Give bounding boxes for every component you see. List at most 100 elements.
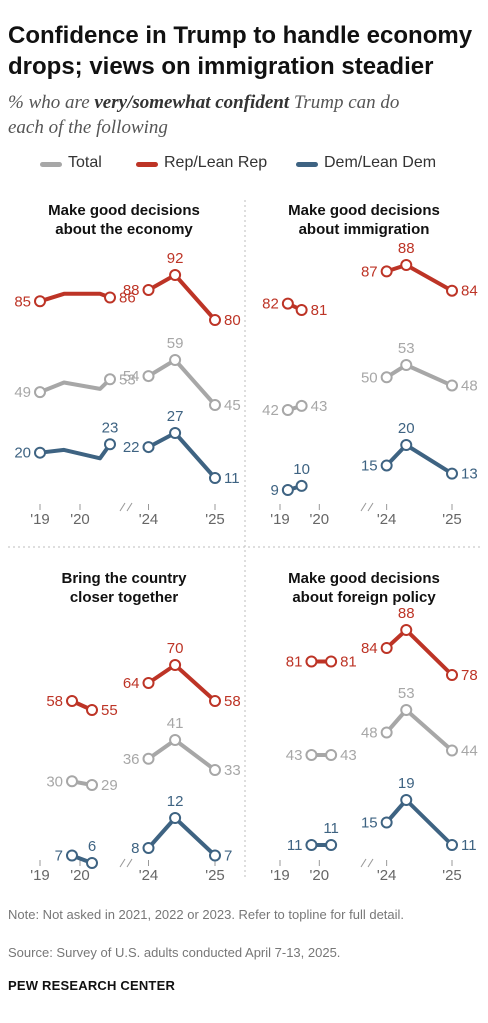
rep-point	[34, 295, 46, 308]
total-point	[142, 752, 155, 765]
title-line-2: drops; views on immigration steadier	[8, 53, 434, 80]
rep-point	[142, 677, 155, 689]
total-point	[169, 354, 182, 366]
panel-4: Make good decisions about foreign policy '…	[270, 570, 477, 884]
axis-break-mark	[360, 502, 367, 512]
rep-point	[446, 284, 458, 297]
total-data-label: 43	[286, 747, 303, 764]
x-tick-label: '20	[70, 511, 90, 528]
legend-label-rep: Rep/Lean Rep	[164, 154, 268, 171]
title-line-1: Confidence in Trump to handle economy	[8, 22, 473, 49]
dem-data-label: 11	[461, 837, 477, 854]
total-line	[384, 363, 454, 388]
rep-line	[38, 291, 112, 304]
panel-title: Make good decisions about the economy	[48, 202, 200, 238]
total-point	[209, 764, 221, 776]
rep-data-label: 58	[224, 693, 241, 710]
dem-data-label: 11	[224, 470, 240, 487]
dem-data-label: 23	[102, 419, 119, 436]
total-data-label: 59	[167, 335, 184, 352]
rep-data-label: 82	[262, 296, 279, 313]
axis-break-mark	[360, 858, 367, 868]
total-data-label: 53	[398, 685, 415, 702]
total-point	[66, 775, 78, 788]
x-tick-label: '24	[377, 867, 397, 884]
dem-point	[142, 441, 155, 454]
panel-title: Bring the country closer together	[61, 570, 187, 606]
dem-point	[209, 849, 221, 862]
panel-title-line: about immigration	[299, 221, 430, 238]
x-tick-label: '19	[30, 511, 50, 528]
rep-data-label: 81	[286, 654, 303, 671]
chart-subtitle: % who are very/somewhat confident Trump …	[8, 90, 484, 140]
rep-point	[209, 314, 221, 326]
legend-label-total: Total	[68, 154, 102, 171]
total-data-label: 29	[101, 777, 118, 794]
dem-point	[66, 849, 78, 862]
rep-point	[169, 269, 182, 281]
dem-data-label: 22	[123, 439, 140, 456]
rep-data-label: 84	[361, 640, 378, 657]
total-point	[86, 779, 98, 791]
total-point	[305, 749, 318, 761]
dem-point	[142, 842, 155, 854]
total-data-label: 48	[361, 725, 378, 742]
dem-line	[384, 798, 454, 847]
total-point	[169, 734, 182, 746]
panel-title-line: closer together	[70, 589, 179, 606]
dem-point	[295, 479, 308, 492]
dem-data-label: 19	[398, 775, 415, 792]
total-line	[146, 738, 217, 772]
legend: Total Rep/Lean Rep Dem/Lean Dem	[40, 153, 480, 175]
dem-line	[146, 816, 217, 858]
rep-point	[400, 624, 413, 636]
rep-point	[104, 291, 116, 304]
rep-data-label: 78	[461, 667, 478, 684]
dem-data-label: 20	[14, 445, 31, 462]
x-tick-label: '20	[310, 867, 330, 884]
rep-point	[325, 655, 338, 668]
x-tick-label: '19	[270, 867, 290, 884]
dem-data-label: 10	[293, 461, 310, 478]
panel-title-line: about foreign policy	[292, 589, 436, 606]
dem-point	[380, 459, 393, 472]
dem-data-label: 6	[88, 838, 96, 855]
dem-data-label: 15	[361, 815, 378, 832]
total-point	[325, 749, 338, 761]
dem-point	[305, 839, 318, 851]
dem-point	[104, 438, 116, 451]
total-line	[384, 708, 454, 753]
x-tick-label: '24	[139, 867, 159, 884]
total-line	[38, 377, 112, 395]
panel-title: Make good decisions about foreign policy	[288, 570, 440, 606]
legend-swatch-total	[40, 162, 62, 167]
panel-title-line: Make good decisions	[288, 570, 440, 587]
rep-point	[380, 642, 393, 654]
dem-point	[446, 467, 458, 480]
dem-line	[384, 443, 454, 476]
panel-title-line: Make good decisions	[48, 202, 200, 219]
dem-data-label: 11	[323, 820, 339, 837]
total-data-label: 30	[46, 773, 63, 790]
total-data-label: 33	[224, 762, 241, 779]
rep-data-label: 55	[101, 702, 118, 719]
rep-data-label: 64	[123, 675, 140, 692]
total-point	[380, 371, 393, 384]
rep-data-label: 58	[46, 693, 63, 710]
rep-data-label: 84	[461, 283, 478, 300]
rep-point	[142, 284, 155, 296]
rep-point	[295, 304, 308, 316]
total-point	[209, 399, 221, 411]
total-point	[104, 373, 116, 386]
x-tick-label: '20	[310, 511, 330, 528]
rep-data-label: 81	[311, 302, 328, 319]
dem-data-label: 20	[398, 420, 415, 437]
chart-panels: Make good decisions about the economy '19 '…	[8, 200, 480, 884]
dem-point	[380, 816, 393, 829]
dem-data-label: 11	[287, 837, 303, 854]
dem-point	[169, 427, 182, 439]
rep-data-label: 80	[224, 312, 241, 329]
total-data-label: 43	[340, 747, 357, 764]
panel-1: Make good decisions about the economy '19 '…	[14, 202, 240, 528]
total-point	[142, 370, 155, 383]
